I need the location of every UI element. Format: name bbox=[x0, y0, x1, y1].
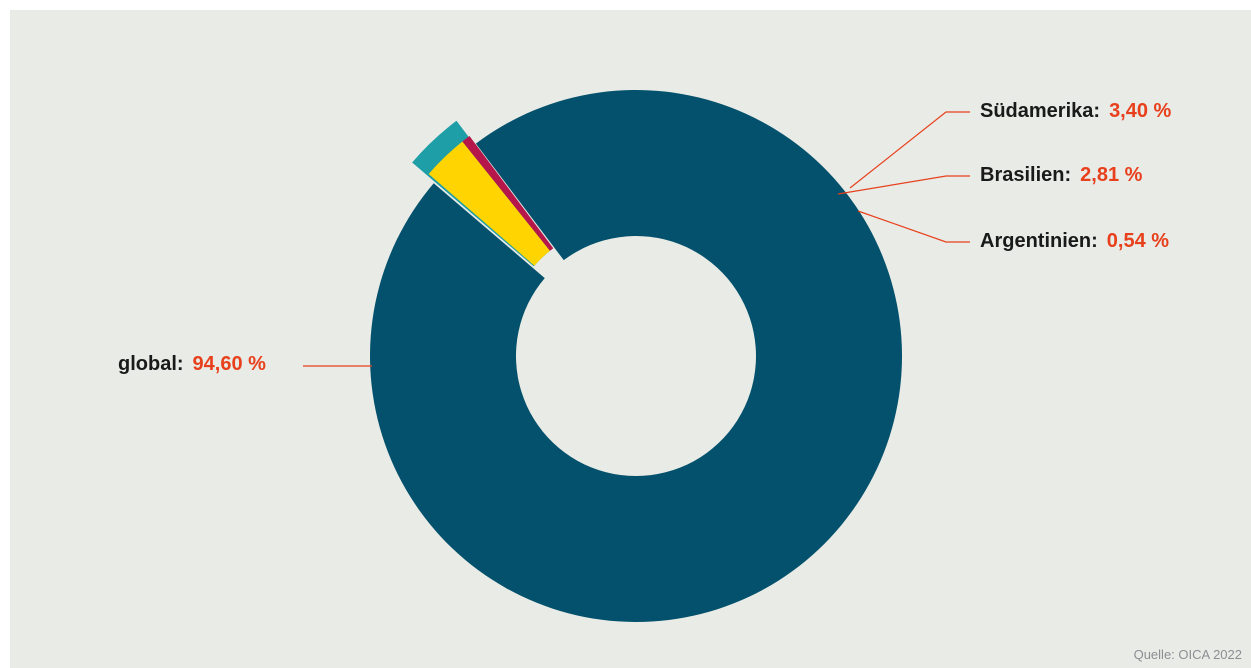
label-suedamerika-value: 3,40 % bbox=[1109, 100, 1171, 122]
label-global: global: 94,60 % bbox=[118, 353, 266, 375]
leader-line-suedamerika bbox=[849, 111, 970, 189]
label-suedamerika: Südamerika: 3,40 % bbox=[980, 100, 1172, 122]
label-suedamerika-name: Südamerika: bbox=[980, 100, 1100, 122]
label-argentinien-name: Argentinien: bbox=[980, 230, 1098, 252]
chart-labels: Südamerika: 3,40 % Brasilien: 2,81 % Argenti… bbox=[118, 100, 1172, 375]
leader-line-argentinien bbox=[857, 210, 970, 243]
label-global-name: global: bbox=[118, 353, 184, 375]
label-argentinien-value: 0,54 % bbox=[1107, 230, 1169, 252]
label-global-value: 94,60 % bbox=[193, 353, 267, 375]
label-brasilien: Brasilien: 2,81 % bbox=[980, 164, 1143, 186]
source-note: Quelle: OICA 2022 bbox=[1133, 647, 1242, 662]
donut-chart: Südamerika: 3,40 % Brasilien: 2,81 % Argenti… bbox=[118, 89, 1172, 622]
label-brasilien-value: 2,81 % bbox=[1080, 164, 1142, 186]
label-argentinien: Argentinien: 0,54 % bbox=[980, 230, 1169, 252]
leader-line-brasilien bbox=[837, 175, 970, 195]
slice-argentinien bbox=[462, 136, 554, 251]
label-brasilien-name: Brasilien: bbox=[980, 164, 1071, 186]
chart-panel: Südamerika: 3,40 % Brasilien: 2,81 % Argenti… bbox=[10, 10, 1251, 668]
slice-brasilien bbox=[428, 141, 550, 266]
chart-slices bbox=[370, 89, 903, 622]
slice-global bbox=[370, 89, 903, 622]
